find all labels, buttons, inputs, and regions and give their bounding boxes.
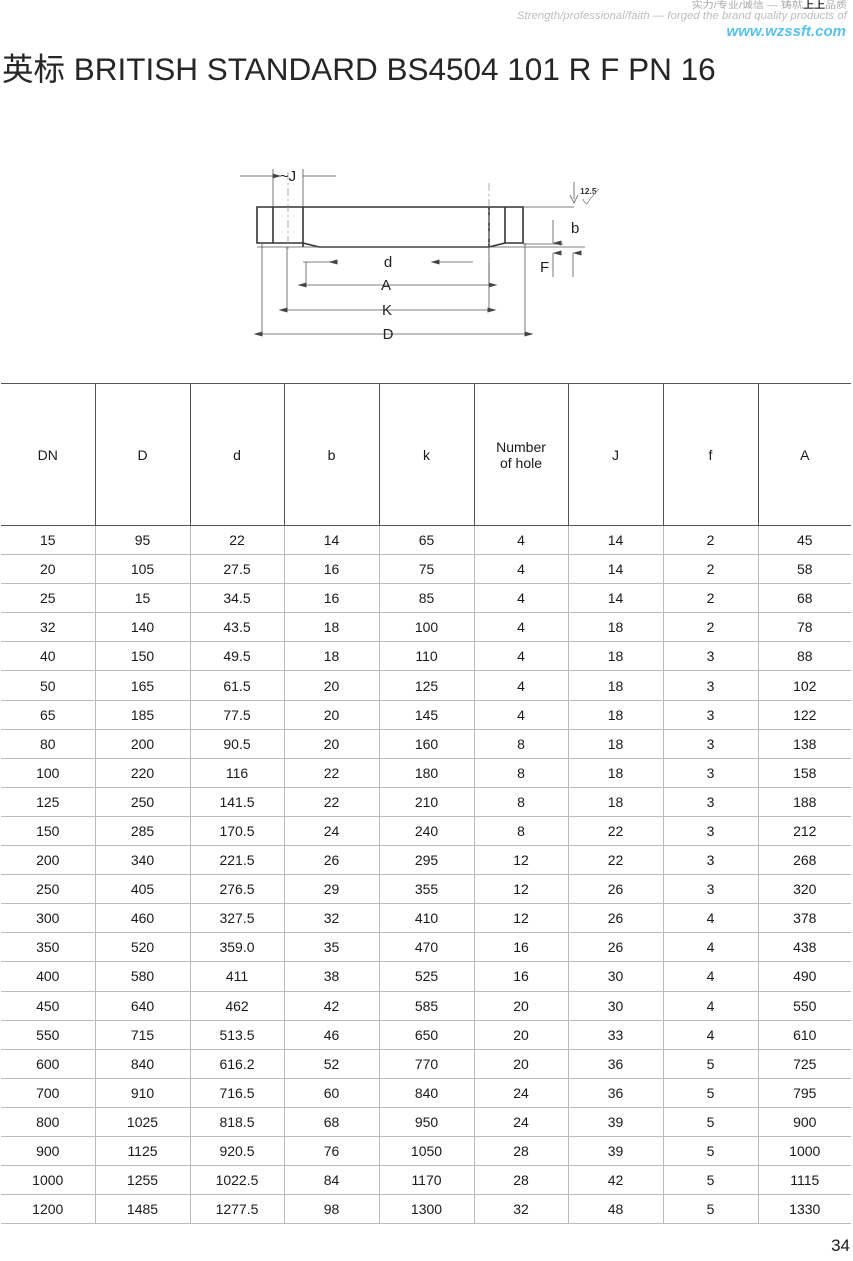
svg-text:d: d [384, 254, 392, 271]
svg-text:F: F [540, 259, 549, 276]
svg-text:b: b [571, 220, 579, 237]
svg-text:A: A [381, 277, 391, 294]
svg-text:~J: ~J [280, 168, 296, 185]
svg-text:D: D [383, 326, 394, 343]
svg-text:K: K [382, 302, 392, 319]
